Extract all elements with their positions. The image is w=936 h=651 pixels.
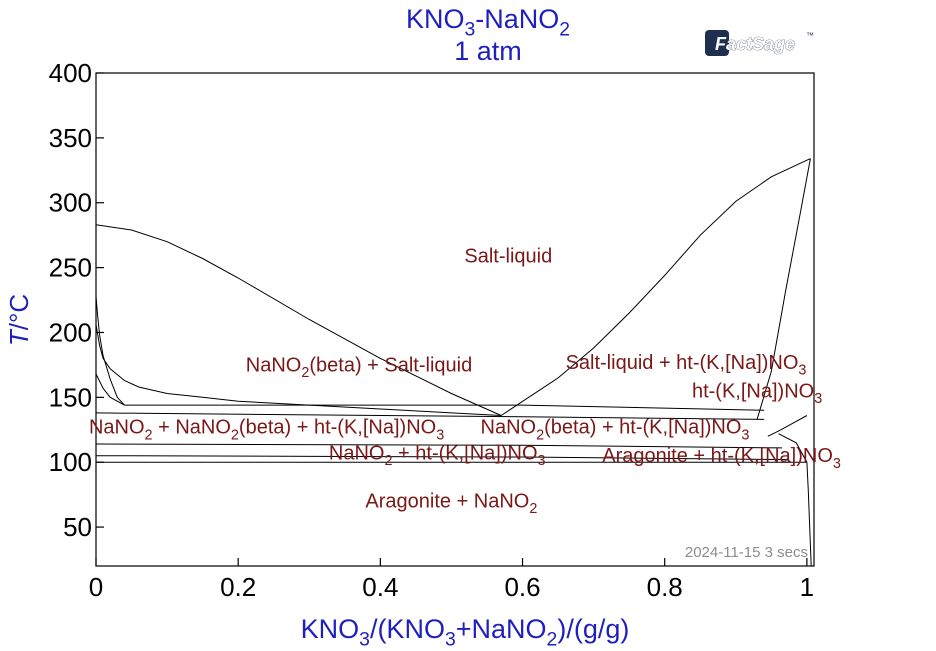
- boundary-eutectic-line: [124, 404, 765, 411]
- logo-mark-icon: [705, 30, 729, 56]
- boundary-solidus-kno3-solution: [756, 158, 811, 420]
- region-labels: Salt-liquid NaNO2(beta) + Salt-liquid Salt…: [89, 245, 841, 517]
- logo-tm: ™: [806, 31, 814, 40]
- boundary-eutectoid-line-1: [95, 412, 765, 420]
- boundary-eutectoid-line-2: [95, 443, 783, 449]
- region-label: Aragonite + ht-(K,[Na])NO3: [602, 445, 841, 472]
- timestamp: 2024-11-15 3 secs: [685, 544, 808, 561]
- plot-area: [95, 72, 815, 567]
- y-tick-label: 350: [49, 123, 92, 153]
- y-tick-label: 200: [49, 317, 92, 347]
- region-label: ht-(K,[Na])NO3: [692, 380, 822, 407]
- axes: 50 100 150 200 250 300 350 400 0 0.2 0.4 0.6 0.8 1 KNO…: [4, 58, 814, 651]
- x-tick-label: 0.6: [504, 572, 540, 602]
- y-tick-label: 150: [49, 382, 92, 412]
- boundary-solvus-lower: [806, 462, 812, 567]
- x-tick-label: 0: [89, 572, 103, 602]
- x-tick-label: 0.4: [362, 572, 398, 602]
- boundary-eutectoid-line-3: [95, 455, 790, 461]
- region-label: NaNO2(beta) + ht-(K,[Na])NO3: [481, 417, 750, 444]
- factsage-logo: FactSage ™: [705, 30, 814, 56]
- boundary-liquidus-nano2: [95, 224, 502, 416]
- chart-title: KNO3-NaNO2: [406, 4, 570, 41]
- y-tick-label: 400: [49, 58, 92, 88]
- y-axis-label: T/°C: [4, 294, 34, 346]
- chart-subtitle: 1 atm: [454, 36, 522, 66]
- x-tick-label: 0.8: [647, 572, 683, 602]
- x-tick-label: 1: [800, 572, 814, 602]
- region-label: Salt-liquid + ht-(K,[Na])NO3: [566, 352, 807, 379]
- x-tick-label: 0.2: [220, 572, 256, 602]
- boundary-solvus-arag: [778, 433, 808, 463]
- boundary-solvus-upper: [767, 415, 808, 437]
- y-tick-label: 300: [49, 188, 92, 218]
- boundary-nano2-beta-boundary-2: [95, 324, 502, 416]
- region-label: NaNO2 + NaNO2(beta) + ht-(K,[Na])NO3: [89, 417, 444, 444]
- region-label: Salt-liquid: [464, 245, 552, 267]
- y-tick-label: 50: [63, 512, 92, 542]
- plot-frame: [95, 72, 815, 567]
- region-label: NaNO2(beta) + Salt-liquid: [246, 354, 472, 381]
- y-tick-label: 100: [49, 447, 92, 477]
- logo-text: FactSage: [715, 34, 795, 54]
- boundary-nano2-beta-boundary-3: [95, 373, 125, 406]
- phase-boundaries: [95, 158, 812, 567]
- region-label: Aragonite + NaNO2: [365, 491, 537, 518]
- region-label: NaNO2 + ht-(K,[Na])NO3: [329, 443, 546, 470]
- boundary-liquidus-kno3: [500, 158, 811, 416]
- y-tick-label: 250: [49, 253, 92, 283]
- boundary-nano2-beta-boundary-1: [95, 296, 125, 406]
- x-axis-label: KNO3/(KNO3+NaNO2)/(g/g): [301, 614, 630, 651]
